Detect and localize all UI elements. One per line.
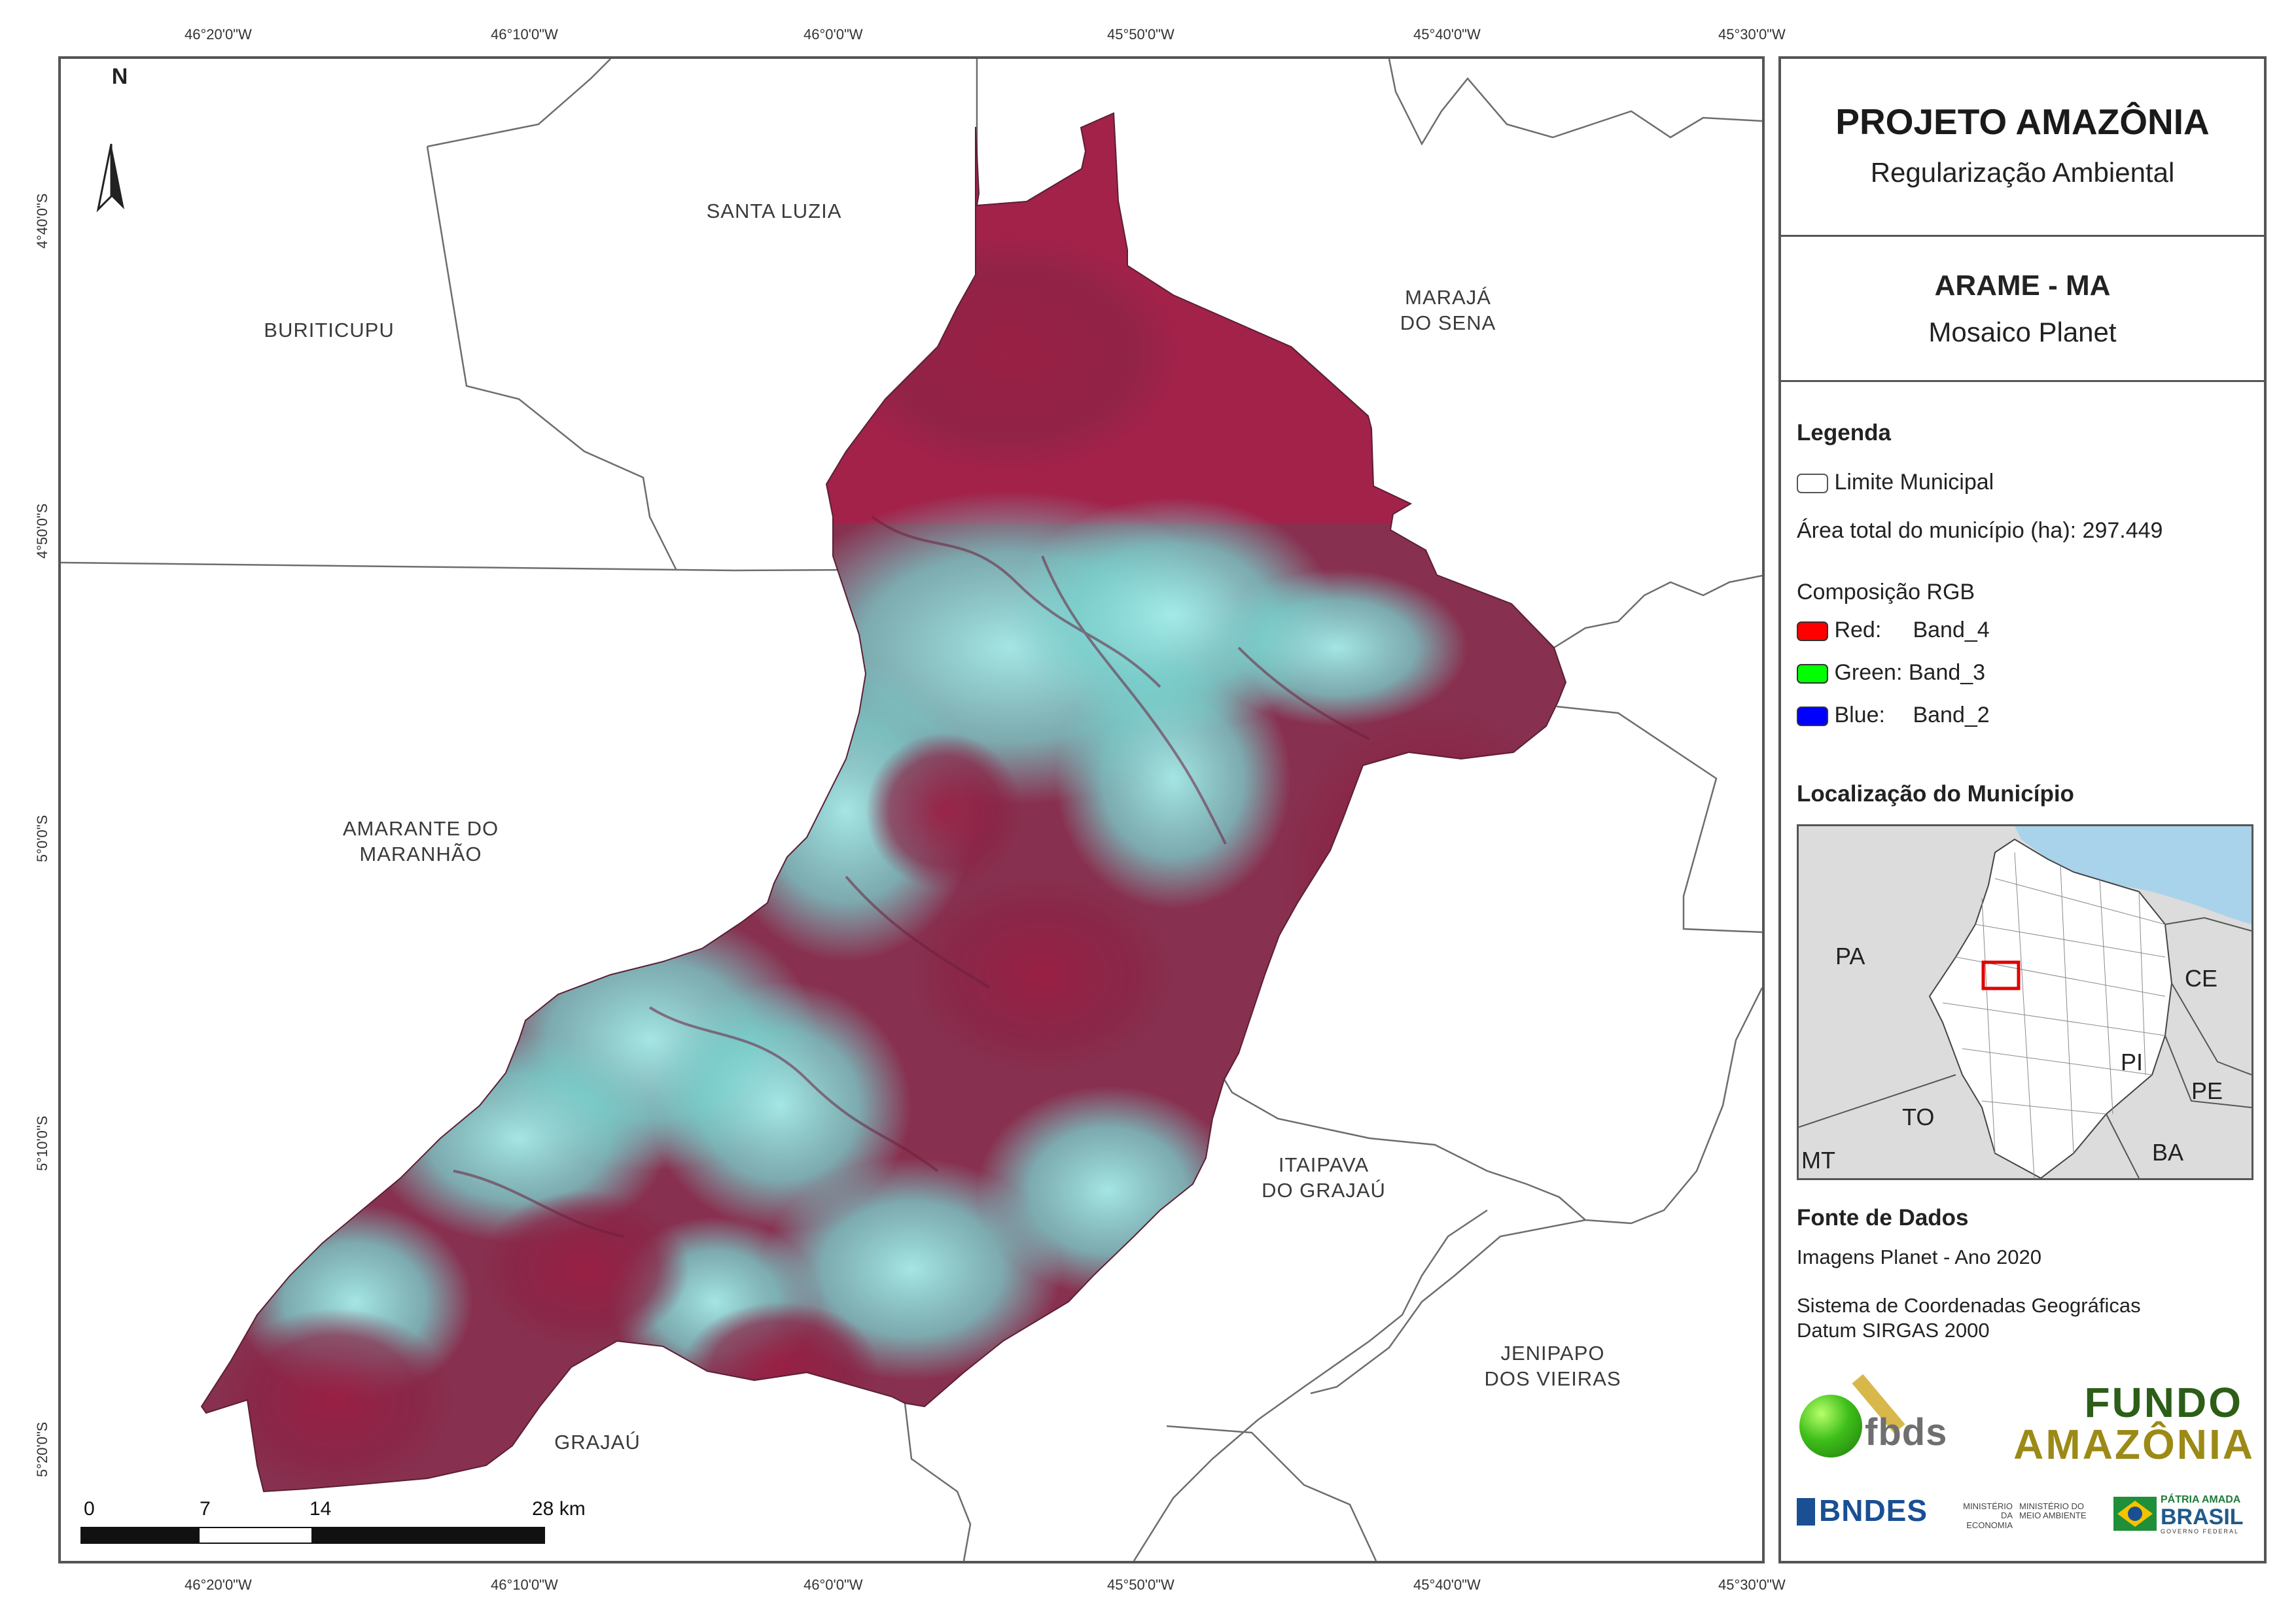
boundary-line (1388, 59, 1762, 146)
boundary-line (1556, 705, 1762, 934)
coord-top: 46°10'0"W (491, 26, 558, 43)
state-label: CE (2185, 965, 2218, 992)
coord-left: 4°40'0"S (34, 193, 50, 249)
north-arrow-icon (96, 143, 124, 213)
legend-panel: PROJETO AMAZÔNIA Regularização Ambiental… (1778, 56, 2267, 1563)
label-santa-luzia: SANTA LUZIA (706, 200, 842, 222)
coord-left: 5°10'0"S (34, 1115, 50, 1171)
partner-logos: BNDES MINISTÉRIO DA ECONOMIA MINISTÉRIO D… (1797, 1493, 2255, 1539)
coord-bottom: 46°10'0"W (491, 1577, 558, 1593)
mosaic-label: Mosaico Planet (1928, 317, 2117, 347)
blue-swatch (1797, 707, 1828, 727)
state-label: PA (1835, 943, 1865, 969)
boundary-line (904, 1403, 972, 1561)
scale-label: 7 (200, 1498, 211, 1520)
boundary-line (426, 146, 677, 570)
sources-heading: Fonte de Dados (1797, 1205, 1969, 1230)
ministerio-economia: MINISTÉRIO DA ECONOMIA (1963, 1501, 2013, 1530)
municipality-block: ARAME - MA Mosaico Planet (1781, 237, 2264, 382)
coord-bottom: 45°50'0"W (1107, 1577, 1174, 1593)
boundary-line (1553, 574, 1762, 649)
north-label: N (111, 64, 128, 89)
patria-amada-brasil: PÁTRIA AMADA BRASIL GOVERNO FEDERAL (2161, 1494, 2244, 1535)
coord-bottom: 45°40'0"W (1413, 1577, 1481, 1593)
coord-top: 46°20'0"W (185, 26, 252, 43)
boundary-line (1223, 1079, 1586, 1221)
boundary-line (427, 59, 611, 148)
title-block: PROJETO AMAZÔNIA Regularização Ambiental (1781, 59, 2264, 237)
state-label: PI (2121, 1049, 2144, 1075)
fundo-amazonia-logo: FUNDO AMAZÔNIA (2013, 1379, 2255, 1468)
municipality-title: ARAME - MA (1934, 270, 2111, 302)
source-line: Datum SIRGAS 2000 (1797, 1319, 1990, 1342)
scale-label: 0 (84, 1498, 95, 1520)
fbds-logo: fbds (1799, 1369, 1956, 1457)
rgb-heading: Composição RGB (1797, 580, 1975, 604)
band-blue: Blue: Band_2 (1797, 703, 1990, 728)
state-label: TO (1902, 1104, 1935, 1130)
coord-top: 45°30'0"W (1718, 26, 1786, 43)
source-line: Sistema de Coordenadas Geográficas (1797, 1294, 2141, 1317)
band-red: Red: Band_4 (1797, 618, 1990, 643)
scale-bar: 0 7 14 28 km (80, 1498, 617, 1550)
map-frame[interactable]: SANTA LUZIA BURITICUPU MARAJÁ DO SENA AMA… (58, 56, 1765, 1563)
area-total: Área total do município (ha): 297.449 (1797, 518, 2163, 543)
boundary-line (1133, 1209, 1488, 1561)
label-grajau: GRAJAÚ (554, 1431, 641, 1454)
coord-top: 45°40'0"W (1413, 26, 1481, 43)
coord-top: 46°0'0"W (804, 26, 863, 43)
coord-left: 5°0'0"S (34, 814, 50, 862)
brazil-flag-icon (2113, 1497, 2157, 1531)
map-canvas[interactable] (61, 59, 1762, 1561)
project-title: PROJETO AMAZÔNIA (1835, 101, 2210, 142)
fbds-globe-icon (1799, 1395, 1862, 1457)
maranhao-state (1928, 838, 2173, 1178)
label-buriticupu: BURITICUPU (264, 319, 395, 341)
state-label: MT (1801, 1147, 1835, 1174)
state-label: PE (2191, 1077, 2223, 1104)
location-heading: Localização do Município (1797, 781, 2074, 807)
coord-bottom: 46°0'0"W (804, 1577, 863, 1593)
arame-satellite-mosaic[interactable] (61, 59, 1762, 1561)
state-label: BA (2152, 1139, 2184, 1166)
green-swatch (1797, 664, 1828, 684)
boundary-line (1310, 987, 1762, 1395)
scale-label: 28 km (532, 1498, 586, 1520)
coord-bottom: 46°20'0"W (185, 1577, 252, 1593)
locator-map[interactable]: PA CE PI PE TO BA MT (1797, 824, 2253, 1180)
arame-boundary[interactable] (200, 112, 1567, 1493)
label-itaipava-do-grajau: ITAIPAVA DO GRAJAÚ (1262, 1153, 1386, 1202)
red-swatch (1797, 621, 1828, 642)
label-jenipapo-dos-vieiras: JENIPAPO DOS VIEIRAS (1484, 1342, 1621, 1390)
coord-bottom: 45°30'0"W (1718, 1577, 1786, 1593)
locator-marker (1981, 960, 2021, 990)
boundary-line (1166, 1425, 1377, 1561)
label-maraja-do-sena: MARAJÁ DO SENA (1400, 286, 1496, 334)
coord-top: 45°50'0"W (1107, 26, 1174, 43)
legend-heading: Legenda (1797, 420, 1891, 445)
project-subtitle: Regularização Ambiental (1870, 157, 2175, 188)
legend-item-limit: Limite Municipal (1797, 470, 1994, 495)
munis-grid (1942, 852, 2166, 1178)
bndes-mark-icon (1797, 1498, 1815, 1526)
source-line: Imagens Planet - Ano 2020 (1797, 1246, 2041, 1268)
locator-svg (1799, 826, 2252, 1178)
limit-swatch (1797, 474, 1828, 494)
ocean (2015, 826, 2252, 924)
band-green: Green: Band_3 (1797, 660, 1985, 686)
label-amarante-do-maranhao: AMARANTE DO MARANHÃO (342, 817, 499, 865)
coord-left: 4°50'0"S (34, 503, 50, 559)
legend-body: Legenda Limite Municipal Área total do m… (1797, 420, 2255, 1552)
coord-left: 5°20'0"S (34, 1422, 50, 1477)
scale-label: 14 (309, 1498, 332, 1520)
ministerio-meio-ambiente: MINISTÉRIO DO MEIO AMBIENTE (2019, 1501, 2087, 1521)
